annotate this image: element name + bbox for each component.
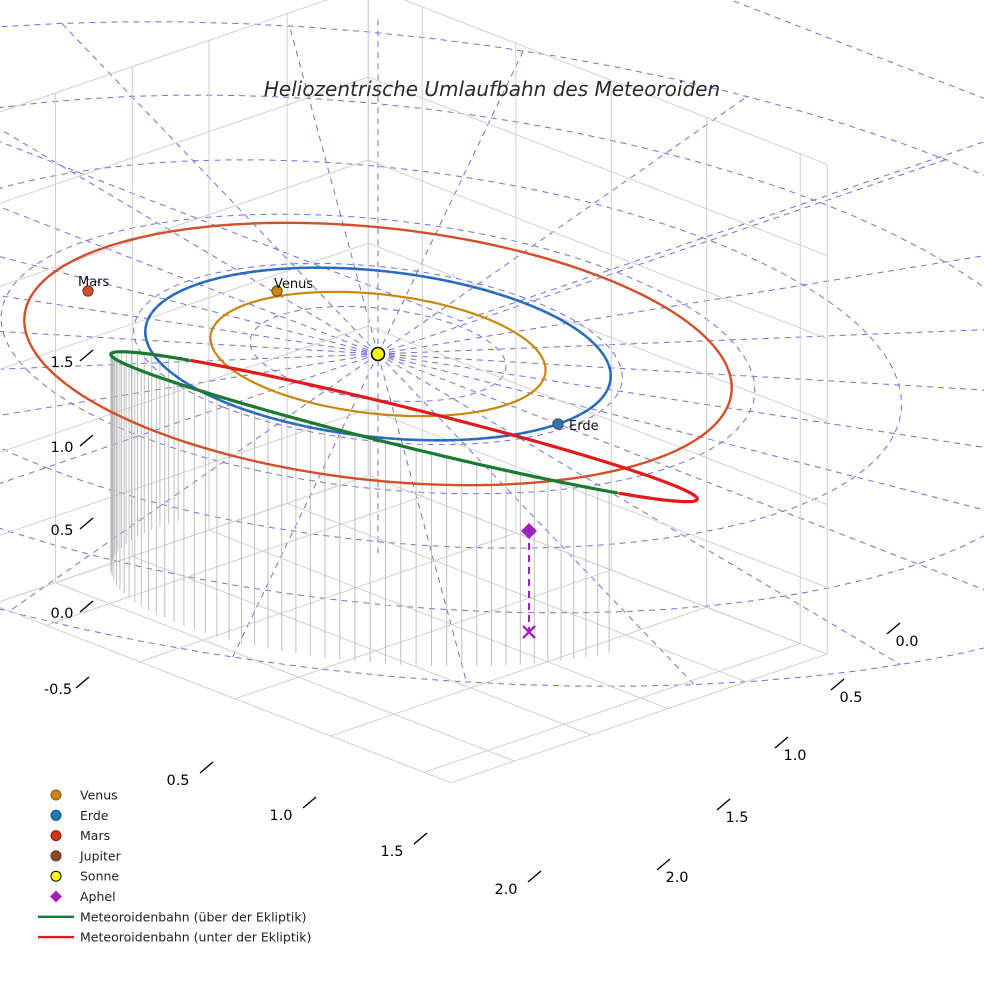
legend-circle-marker-icon — [50, 809, 62, 821]
y-axis-tick-label: 0.5 — [839, 690, 862, 706]
legend-circle-marker-icon — [50, 870, 62, 882]
planet-label-mars: Mars — [78, 275, 110, 290]
legend-circle-marker-icon — [50, 850, 62, 862]
legend-item-label: Jupiter — [79, 848, 122, 863]
planet-annotations: Mars Venus Erde — [78, 275, 599, 434]
planet-label-erde: Erde — [569, 419, 599, 434]
legend-item[interactable]: Erde — [50, 808, 109, 823]
legend-circle-marker-icon — [50, 830, 62, 842]
x-axis-tick-label: 2.0 — [494, 882, 517, 898]
legend-item[interactable]: Sonne — [50, 869, 119, 884]
x-axis-tick-label: 1.5 — [380, 844, 403, 860]
planet-dot-erde — [552, 418, 564, 430]
y-axis-tick-label: 1.5 — [725, 810, 748, 826]
z-axis-tick-label: -0.5 — [44, 682, 72, 698]
legend-item[interactable]: Meteoroidenbahn (über der Ekliptik) — [38, 909, 306, 924]
planet-label-venus: Venus — [274, 277, 313, 292]
y-axis-tick-label: 2.0 — [665, 870, 688, 886]
x-axis-tick-label: 1.0 — [269, 808, 292, 824]
legend-item-label: Mars — [80, 828, 110, 843]
legend-item-label: Meteoroidenbahn (über der Ekliptik) — [80, 909, 306, 924]
legend-item-label: Aphel — [80, 889, 116, 904]
orbit-stem-lines — [110, 351, 610, 667]
page-title: Heliozentrische Umlaufbahn des Meteoroid… — [264, 77, 720, 101]
y-axis-tick-label: 0.0 — [895, 634, 918, 650]
legend-item[interactable]: Mars — [50, 828, 110, 843]
z-axis-tick-label: 1.5 — [50, 355, 73, 371]
legend-item[interactable]: Aphel — [50, 889, 116, 904]
legend-item-label: Venus — [80, 788, 118, 803]
legend-circle-marker-icon — [50, 789, 62, 801]
sun-marker — [370, 346, 386, 362]
axes-box-gridlines — [0, 0, 828, 784]
legend-item-label: Meteoroidenbahn (unter der Ekliptik) — [80, 930, 311, 945]
legend-item[interactable]: Meteoroidenbahn (unter der Ekliptik) — [38, 930, 311, 945]
plot-legend[interactable]: Venus Erde Mars Jupiter Sonne Aphel Meteoroide… — [38, 788, 311, 945]
z-axis-tick-label: 1.0 — [50, 440, 73, 456]
legend-diamond-marker-icon — [50, 890, 62, 903]
planet-dot-venus — [271, 285, 283, 297]
body-markers — [82, 285, 564, 639]
meteoroid-orbit — [109, 350, 699, 504]
aphel-marker — [521, 523, 537, 539]
aphel-projection-marker — [522, 625, 536, 639]
z-axis-tick-label: 0.0 — [50, 606, 73, 622]
axis-tick-marks — [75, 349, 901, 883]
planet-dot-mars — [82, 285, 94, 297]
x-axis-tick-label: 0.5 — [166, 773, 189, 789]
legend-item[interactable]: Jupiter — [50, 848, 122, 863]
legend-item[interactable]: Venus — [50, 788, 118, 803]
planet-orbits — [23, 221, 733, 487]
legend-item-label: Erde — [80, 808, 109, 823]
axis-tick-labels: 1.5 1.0 0.5 0.0 -0.5 0.5 1.0 1.5 2.0 0.0 0.5 1.0 1.5… — [44, 355, 919, 898]
y-axis-tick-label: 1.0 — [783, 748, 806, 764]
z-axis-tick-label: 0.5 — [50, 523, 73, 539]
legend-item-label: Sonne — [80, 869, 119, 884]
